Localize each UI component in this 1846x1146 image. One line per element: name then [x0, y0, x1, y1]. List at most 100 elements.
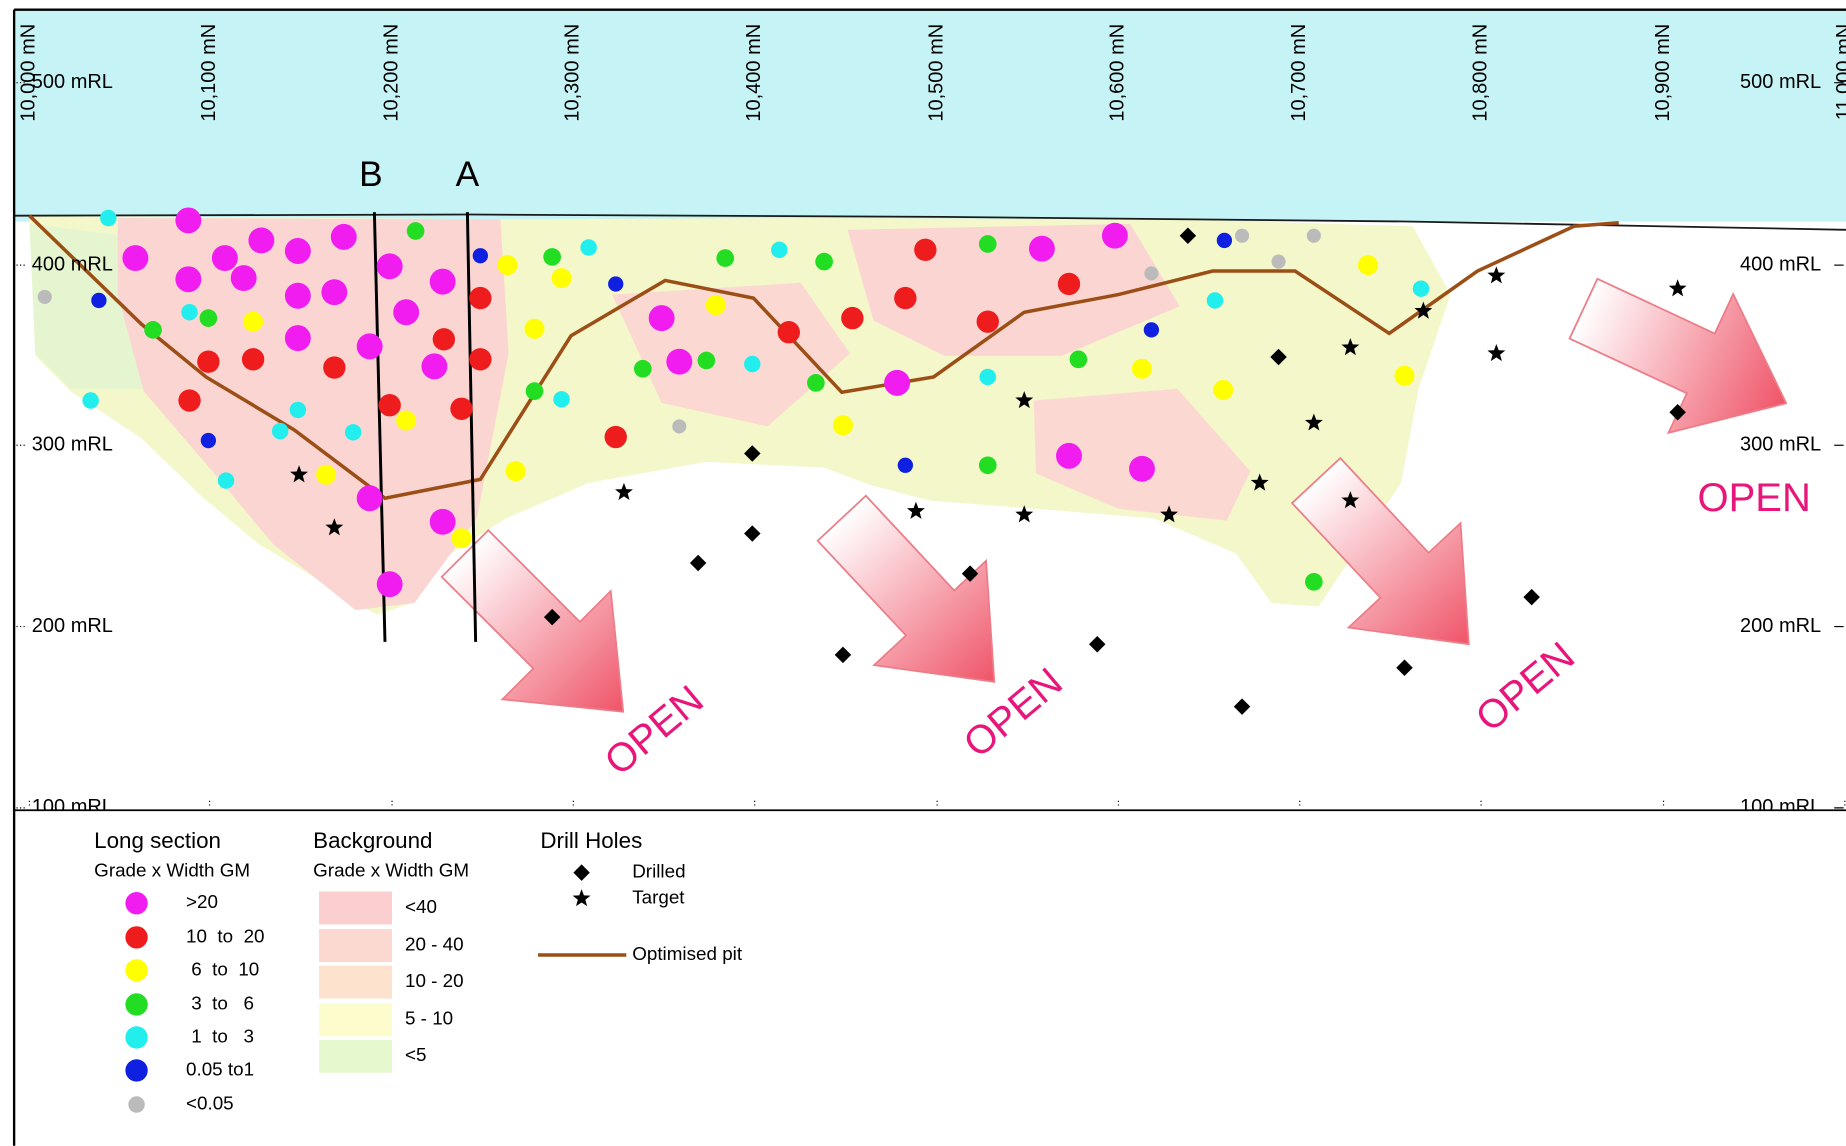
grade-point: [356, 333, 383, 360]
grade-point: [197, 350, 220, 373]
legend-swatch: [319, 1003, 393, 1037]
grade-point: [316, 464, 337, 485]
northing-label: 11,000 mN: [1833, 24, 1846, 120]
legend-label: 5 - 10: [405, 1008, 453, 1029]
grade-point: [248, 227, 275, 254]
grade-point: [91, 292, 107, 309]
grade-point: [344, 424, 362, 441]
grade-point: [450, 397, 473, 420]
grade-point: [551, 268, 572, 289]
grade-point: [37, 289, 52, 304]
target-hole: [290, 465, 308, 483]
target-hole: [1015, 391, 1034, 409]
line-label: A: [456, 155, 480, 194]
grade-point: [200, 432, 217, 449]
elevation-label: 100 mRL: [1740, 796, 1821, 818]
legend-swatch: [319, 965, 393, 999]
section-line-b: [372, 212, 387, 642]
target-hole: [1015, 505, 1034, 523]
grade-point: [1358, 255, 1379, 276]
northing-label: 10,400 mN: [743, 24, 765, 122]
legend-dot: [128, 1096, 145, 1113]
elevation-label: 100 mRL: [32, 796, 113, 818]
open-label: OPEN: [1468, 634, 1583, 741]
grade-point: [472, 248, 488, 264]
grade-point: [1057, 272, 1081, 296]
legend-dot: [125, 1059, 148, 1082]
legend-star: [572, 889, 591, 907]
grade-point: [271, 422, 289, 440]
grade-point: [1056, 442, 1082, 469]
grade-point: [378, 394, 401, 417]
legend-dot: [125, 993, 148, 1016]
grade-point: [241, 348, 265, 371]
grade-point: [497, 255, 518, 276]
northing-label: 10,500 mN: [925, 24, 947, 122]
drilled-hole: [961, 565, 979, 582]
grade-point: [144, 321, 162, 339]
grade-point: [217, 472, 235, 489]
grade-point: [1131, 358, 1152, 379]
grade-point: [1234, 228, 1250, 243]
legend-label: 20 - 40: [405, 934, 464, 955]
grade-point: [1412, 280, 1430, 297]
legend-title: Background: [313, 828, 432, 853]
grade-point: [82, 392, 99, 409]
grade-point: [1394, 365, 1415, 386]
grade-point: [211, 245, 238, 272]
target-hole: [1250, 473, 1269, 491]
grade-point: [815, 252, 833, 271]
legend-label: 1 to 3: [186, 1025, 254, 1046]
target-hole: [615, 482, 633, 501]
grade-point: [543, 248, 561, 266]
open-arrow: [440, 529, 625, 713]
grade-point: [230, 265, 257, 292]
grade-point: [396, 410, 417, 431]
legend-dot: [125, 892, 148, 915]
legend-label: <0.05: [186, 1093, 234, 1114]
grade-point: [648, 305, 675, 332]
drill-points: [37, 207, 1687, 715]
open-arrow: [1290, 456, 1470, 646]
open-label: OPEN: [1697, 476, 1810, 520]
open-arrow: [1568, 277, 1788, 435]
legend-subtitle: Grade x Width GM: [94, 859, 250, 880]
northing-label: 10,100 mN: [198, 24, 220, 122]
target-hole: [1668, 279, 1687, 297]
grade-point: [175, 266, 202, 293]
grade-point: [697, 351, 716, 370]
grade-point: [608, 276, 624, 292]
target-hole: [906, 501, 925, 519]
elevation-label: 500 mRL: [1740, 71, 1821, 93]
grade-point: [321, 279, 348, 306]
grade-point: [744, 355, 761, 373]
grade-point: [1206, 292, 1224, 309]
grade-point: [897, 457, 913, 473]
legend-label: 10 to 20: [186, 925, 265, 946]
grade-point: [978, 235, 997, 253]
target-hole: [1341, 338, 1360, 356]
drilled-hole: [744, 525, 761, 542]
grade-point: [1028, 235, 1055, 262]
grade-point: [580, 239, 597, 256]
grade-point: [243, 311, 264, 332]
target-hole: [1341, 491, 1360, 509]
grade-point: [393, 299, 420, 326]
grade-point: [469, 348, 492, 371]
northing-label: 10,900 mN: [1652, 24, 1674, 122]
legend-title: Long section: [94, 828, 221, 853]
drilled-hole: [744, 445, 761, 462]
arrows: [440, 277, 1788, 713]
target-hole: [1487, 344, 1506, 362]
grade-point: [884, 369, 911, 396]
target-hole: [1414, 301, 1433, 319]
drilled-hole: [1523, 588, 1540, 606]
legend-label: 3 to 6: [186, 992, 254, 1013]
grade-point: [429, 268, 456, 295]
grade-point: [525, 382, 544, 400]
target-hole: [1160, 505, 1179, 523]
legend-dot: [125, 926, 148, 949]
grade-point: [406, 222, 425, 240]
target-hole: [1487, 266, 1506, 284]
